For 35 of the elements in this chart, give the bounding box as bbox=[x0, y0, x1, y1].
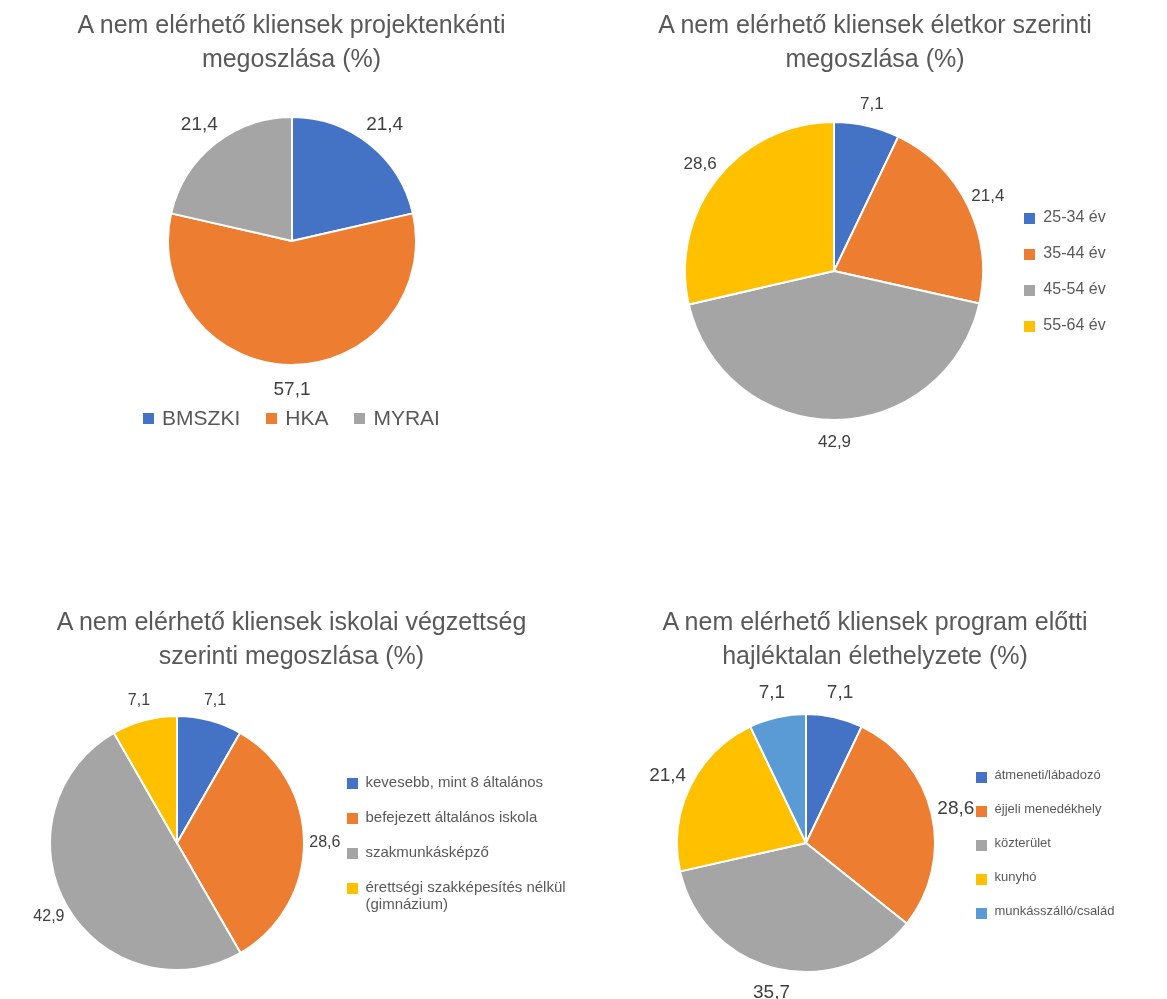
legend-label: 45-54 év bbox=[1043, 279, 1106, 298]
legend-label: munkásszálló/család bbox=[994, 902, 1115, 918]
data-label: 42,9 bbox=[32, 906, 65, 924]
data-label: 7,1 bbox=[826, 680, 853, 702]
chart-title: A nem elérhető kliensek program előtti hajléktalan élethelyzete (%) bbox=[661, 606, 1089, 671]
legend-label: MYRAI bbox=[373, 405, 440, 430]
data-label: 7,1 bbox=[860, 93, 885, 113]
legend-label: 25-34 év bbox=[1043, 207, 1106, 226]
legend-label: érettségi szakképesítés nélkül (gimnázium) bbox=[365, 878, 567, 912]
chart-title: A nem elérhető kliensek iskolai végzettség szerinti megoszlása (%) bbox=[55, 606, 528, 671]
data-label: 21,4 bbox=[971, 185, 1005, 205]
legend-label: kevesebb, mint 8 általános bbox=[365, 773, 544, 790]
legend-label: közterület bbox=[994, 834, 1051, 850]
legend-label: befejezett általános iskola bbox=[365, 808, 538, 825]
data-label: 28,6 bbox=[683, 153, 718, 173]
data-label: 7,1 bbox=[203, 690, 226, 708]
data-label: 42,9 bbox=[818, 431, 852, 451]
data-label: 21,4 bbox=[365, 112, 404, 134]
legend-label: kunyhó bbox=[994, 868, 1037, 884]
legend-label: éjjeli menedékhely bbox=[994, 800, 1102, 816]
data-label: 28,6 bbox=[308, 832, 340, 850]
legend-label: HKA bbox=[285, 405, 329, 430]
data-label: 28,6 bbox=[936, 796, 974, 818]
legend-label: 35-44 év bbox=[1043, 243, 1106, 262]
data-label: 7,1 bbox=[127, 690, 150, 708]
legend-label: 55-64 év bbox=[1043, 315, 1106, 334]
legend-label: BMSZKI bbox=[162, 405, 241, 430]
legend-label: átmeneti/lábadozó bbox=[994, 766, 1101, 782]
data-label: 21,4 bbox=[180, 112, 218, 134]
data-label: 57,1 bbox=[273, 377, 310, 399]
chart-title: A nem elérhető kliensek projektenkénti megoszlása (%) bbox=[76, 9, 507, 74]
data-label: 7,1 bbox=[758, 680, 785, 702]
chart-title: A nem elérhető kliensek életkor szerinti megoszlása (%) bbox=[657, 9, 1093, 74]
data-label: 21,4 bbox=[648, 763, 687, 785]
legend-label: szakmunkásképző bbox=[365, 843, 489, 860]
